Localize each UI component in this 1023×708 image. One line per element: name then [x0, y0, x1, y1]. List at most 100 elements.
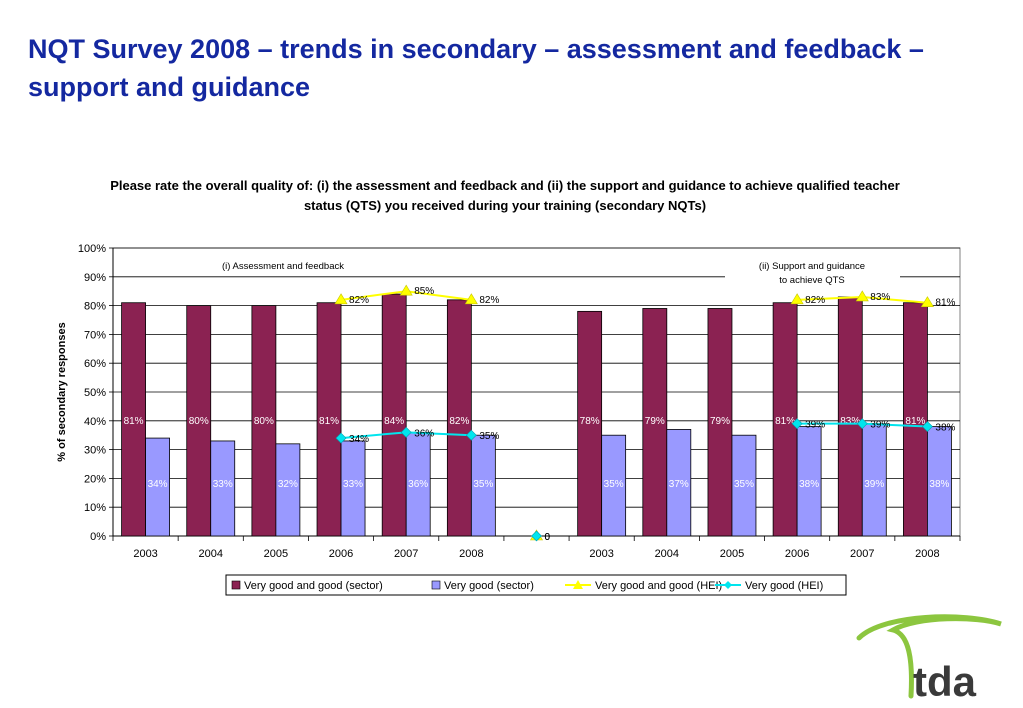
bar-sector-good	[381, 293, 407, 537]
series-marker	[790, 293, 804, 305]
data-label: 34%	[148, 479, 168, 490]
data-label: 37%	[669, 479, 689, 490]
series-marker	[465, 429, 477, 441]
x-tick-label: 2008	[915, 548, 939, 560]
x-tick-label: 2006	[329, 548, 353, 560]
data-label: 32%	[278, 479, 298, 490]
tda-logo: tda	[856, 614, 1002, 703]
chart-title: Please rate the overall quality of: (i) …	[110, 178, 900, 213]
section-label: (ii) Support and guidance	[759, 261, 865, 272]
legend-label: Very good and good (sector)	[244, 580, 383, 592]
data-label: 80%	[254, 416, 274, 427]
y-tick-label: 30%	[84, 445, 106, 457]
data-label: 84%	[384, 416, 404, 427]
data-label: 83%	[870, 292, 890, 303]
bar-sector-good	[837, 296, 863, 537]
legend-swatch	[231, 580, 241, 590]
data-label: 39%	[864, 479, 884, 490]
data-label: 38%	[935, 423, 955, 434]
section-label-box	[725, 256, 900, 288]
y-tick-label: 70%	[84, 329, 106, 341]
bar-sector-very-good	[731, 434, 757, 537]
data-label: 79%	[645, 416, 665, 427]
data-label: 34%	[349, 434, 369, 445]
x-tick-label: 2003	[133, 548, 157, 560]
data-label: 81%	[935, 298, 955, 309]
bar-sector-very-good	[275, 443, 301, 537]
data-label: 36%	[414, 428, 434, 439]
y-tick-label: 40%	[84, 416, 106, 428]
legend-swatch	[431, 580, 441, 590]
series-marker	[921, 421, 933, 432]
data-label: 81%	[775, 416, 795, 427]
y-tick-label: 0%	[90, 531, 106, 543]
data-label: 39%	[805, 420, 825, 431]
legend-label: Very good (HEI)	[745, 580, 823, 592]
x-tick-label: 2003	[589, 548, 613, 560]
data-label: 82%	[349, 295, 369, 306]
x-tick-label: 2007	[394, 548, 418, 560]
bar-sector-very-good	[145, 437, 170, 537]
section-label: to achieve QTS	[779, 275, 844, 286]
bar-sector-very-good	[927, 426, 952, 537]
bar-sector-good	[903, 302, 928, 537]
data-label: 82%	[805, 295, 825, 306]
bar-sector-very-good	[210, 440, 236, 537]
data-label: 81%	[124, 416, 144, 427]
x-tick-label: 2005	[720, 548, 744, 560]
data-label: 82%	[479, 295, 499, 306]
data-label: 0	[545, 532, 551, 543]
y-tick-label: 90%	[84, 272, 106, 284]
data-label: 80%	[189, 416, 209, 427]
series-marker	[855, 290, 869, 302]
legend-marker	[724, 581, 732, 589]
legend	[225, 574, 847, 596]
bar-sector-good	[446, 299, 472, 537]
bar-sector-very-good	[796, 426, 822, 537]
bar-sector-very-good	[470, 434, 496, 537]
y-tick-label: 10%	[84, 502, 106, 514]
data-label: 35%	[473, 479, 493, 490]
data-label: 81%	[319, 416, 339, 427]
data-label: 33%	[213, 479, 233, 490]
y-tick-label: 20%	[84, 473, 106, 485]
data-label: 81%	[905, 416, 925, 427]
data-label: 82%	[449, 416, 469, 427]
bar-sector-good	[316, 302, 342, 537]
y-tick-label: 50%	[84, 387, 106, 399]
data-label: 79%	[710, 416, 730, 427]
y-tick-label: 80%	[84, 301, 106, 313]
bar-sector-good	[772, 302, 798, 537]
data-label: 39%	[870, 420, 890, 431]
data-label: 36%	[408, 479, 428, 490]
x-tick-label: 2005	[264, 548, 288, 560]
data-label: 35%	[734, 479, 754, 490]
bar-sector-good	[251, 305, 277, 537]
bar-sector-very-good	[601, 434, 627, 537]
x-tick-label: 2004	[198, 548, 222, 560]
x-tick-label: 2006	[785, 548, 809, 560]
x-tick-label: 2008	[459, 548, 483, 560]
bar-sector-very-good	[340, 440, 366, 537]
series-marker	[464, 293, 478, 305]
slide-title: NQT Survey 2008 – trends in secondary – …	[28, 34, 924, 102]
bar-sector-good	[186, 305, 212, 537]
x-tick-label: 2007	[850, 548, 874, 560]
series-marker	[399, 284, 413, 296]
section-label: (i) Assessment and feedback	[222, 261, 344, 272]
x-tick-label: 2004	[655, 548, 679, 560]
data-label: 85%	[414, 286, 434, 297]
series-marker	[920, 296, 934, 308]
y-axis-label: % of secondary responses	[56, 322, 68, 461]
data-label: 38%	[929, 479, 949, 490]
series-marker	[335, 432, 347, 444]
legend-label: Very good (sector)	[444, 580, 534, 592]
bar-sector-good	[642, 308, 668, 537]
bar-sector-good	[707, 308, 733, 537]
bar-sector-very-good	[861, 423, 887, 537]
series-marker	[334, 293, 348, 305]
y-tick-label: 60%	[84, 358, 106, 370]
data-label: 0	[545, 532, 551, 543]
data-label: 83%	[840, 416, 860, 427]
